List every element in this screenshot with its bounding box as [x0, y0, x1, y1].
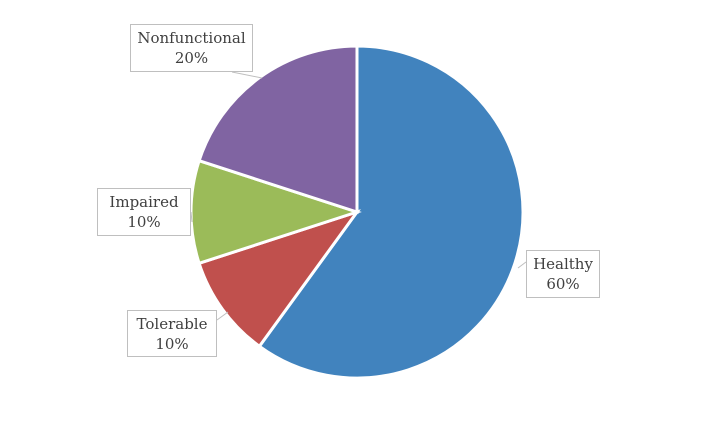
- slice-label: Healthy: [533, 255, 593, 273]
- slice-value: 60%: [546, 275, 580, 293]
- data-label-healthy: Healthy 60%: [526, 250, 600, 298]
- pie-slice-tolerable: [197, 209, 361, 349]
- data-label-nonfunctional: Nonfunctional 20%: [130, 24, 253, 72]
- slice-value: 20%: [174, 49, 209, 67]
- data-label-tolerable: Tolerable 10%: [127, 310, 217, 357]
- leader-line: [231, 71, 263, 79]
- leader-line: [190, 211, 193, 223]
- leader-line: [216, 311, 229, 321]
- slice-value: 10%: [127, 213, 161, 231]
- leader-line: [517, 261, 527, 269]
- pie-slice-healthy: [257, 44, 525, 380]
- slice-label: Tolerable: [136, 315, 208, 333]
- slice-label: Impaired: [109, 193, 179, 211]
- data-label-impaired: Impaired 10%: [97, 188, 191, 236]
- slice-value: 10%: [155, 335, 189, 353]
- slice-label: Nonfunctional: [137, 29, 246, 47]
